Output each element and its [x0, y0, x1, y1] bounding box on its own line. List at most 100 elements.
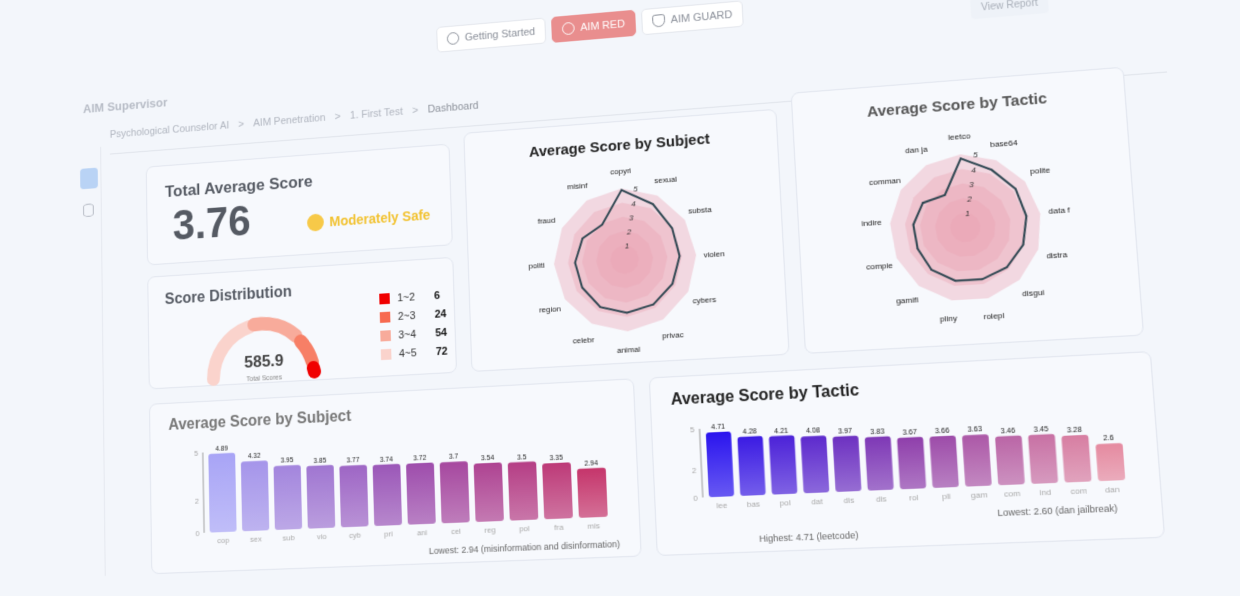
x-tick-label: dis [876, 494, 888, 504]
shield-icon [652, 14, 665, 28]
y-tick-label: 5 [690, 425, 695, 435]
distribution-legend: 1~2 6 2~3 24 3~4 54 4~5 72 [379, 285, 455, 364]
tab-aim-red[interactable]: AIM RED [551, 10, 636, 43]
radar-tick-label: 5 [973, 150, 979, 160]
bar [306, 465, 335, 529]
legend-swatch [379, 293, 390, 304]
radar-axis-label: politi [528, 260, 545, 270]
legend-range: 2~3 [398, 310, 416, 323]
legend-swatch [380, 330, 391, 341]
x-tick-label: com [1004, 488, 1021, 499]
legend-count: 24 [434, 307, 454, 320]
bar [542, 462, 573, 519]
bar-value-label: 3.67 [902, 428, 917, 436]
breadcrumb-item[interactable]: 1. First Test [350, 106, 403, 122]
legend-range: 3~4 [398, 328, 416, 341]
radar-axis-label: misinf [567, 181, 589, 192]
radar-tick-label: 4 [631, 199, 636, 209]
status-label: Moderately Safe [329, 207, 430, 229]
database-icon[interactable] [83, 203, 94, 217]
x-tick-label: cyb [349, 530, 361, 540]
legend-swatch [381, 349, 392, 360]
legend-count: 6 [434, 289, 453, 302]
bar-value-label: 3.85 [313, 457, 326, 465]
radar-tick-label: 1 [965, 208, 970, 218]
y-tick-label: 2 [195, 497, 199, 506]
radar-axis-label: distra [1046, 249, 1068, 260]
x-tick-label: vio [317, 532, 327, 542]
breadcrumb-item[interactable]: Psychological Counselor AI [110, 120, 230, 141]
x-tick-label: com [1070, 486, 1087, 497]
breadcrumb-item[interactable]: AIM Penetration [253, 112, 326, 129]
bar-value-label: 2.6 [1103, 435, 1115, 443]
x-tick-label: bas [747, 499, 761, 509]
safety-status: Moderately Safe [307, 206, 431, 232]
bar [897, 437, 926, 490]
radar-axis-label: dan ja [905, 144, 929, 155]
x-tick-label: reg [484, 525, 496, 535]
legend-swatch [380, 312, 391, 323]
tab-aim-guard[interactable]: AIM GUARD [641, 0, 744, 35]
radar-axis-label: region [539, 304, 561, 315]
bar-value-label: 3.66 [935, 427, 950, 435]
legend-range: 4~5 [399, 347, 417, 360]
x-tick-label: pol [779, 498, 791, 508]
y-tick-label: 2 [692, 466, 697, 476]
bar [865, 436, 894, 491]
card-title: Average Score by Tactic [670, 382, 859, 410]
legend-count: 72 [436, 345, 456, 358]
legend-item: 4~5 72 [381, 341, 456, 364]
view-report-button[interactable]: View Report [970, 0, 1049, 19]
tab-label: AIM GUARD [670, 9, 732, 26]
bar [995, 435, 1025, 485]
x-tick-label: cel [451, 526, 462, 536]
x-tick-label: dis [843, 495, 854, 505]
gauge-segment-1-2 [313, 368, 314, 372]
x-tick-label: dat [811, 496, 824, 506]
bar [508, 461, 539, 520]
gauge-segment-2-3 [301, 341, 313, 363]
y-tick-label: 0 [693, 493, 698, 503]
bar [208, 453, 236, 533]
radar-axis-label: data f [1048, 205, 1071, 216]
x-tick-label: pol [519, 524, 530, 534]
chevron-right-icon: > [238, 119, 244, 131]
top-tabs: Getting Started AIM RED AIM GUARD [436, 0, 744, 52]
card-title: Average Score by Subject [168, 408, 351, 435]
bar [1095, 443, 1125, 481]
legend-count: 54 [435, 326, 455, 339]
x-tick-label: gam [971, 490, 988, 501]
bar [274, 465, 303, 530]
radar-axis-label: violen [704, 249, 725, 260]
bar [706, 431, 734, 497]
x-tick-label: sex [250, 534, 262, 544]
tab-getting-started[interactable]: Getting Started [436, 18, 546, 53]
radar-axis-label: polite [1030, 165, 1051, 176]
bar [737, 436, 765, 496]
y-axis [203, 453, 204, 533]
bar-chart-subject: 0 2 5 4.89 cop 4.32 sex 3.95 sub 3.85 vio 3.77 cyb 3.… [187, 421, 612, 549]
app-title: AIM Supervisor [83, 95, 168, 116]
radar-axis-label: compie [866, 260, 893, 271]
bar-value-label: 3.35 [549, 454, 563, 462]
bar-value-label: 4.08 [806, 427, 821, 435]
radar-axis-label: animal [617, 344, 641, 355]
dashboard-window: Getting Started AIM RED AIM GUARD View R… [74, 0, 1206, 596]
radar-axis-label: gamifi [896, 295, 919, 306]
bar-tactic-card: Average Score by Tactic 0 2 5 4.71 lee 4.28 ba… [649, 351, 1165, 556]
bar-value-label: 3.63 [967, 426, 982, 434]
total-scores-label: Total Scores [246, 374, 282, 383]
bar-value-label: 3.7 [449, 453, 459, 461]
radar-axis-label: copyri [610, 166, 632, 177]
bar-value-label: 3.54 [481, 454, 495, 462]
bar [474, 462, 504, 522]
bar [373, 464, 402, 526]
x-tick-label: lee [716, 500, 727, 510]
total-average-value: 3.76 [172, 198, 251, 251]
radar-axis-label: sexual [654, 174, 678, 185]
bar-value-label: 3.72 [413, 455, 427, 463]
x-tick-label: mis [587, 521, 600, 531]
x-tick-label: fra [554, 522, 564, 532]
radar-axis-label: celebr [573, 335, 595, 346]
sidebar-item-dashboard[interactable] [80, 168, 98, 190]
